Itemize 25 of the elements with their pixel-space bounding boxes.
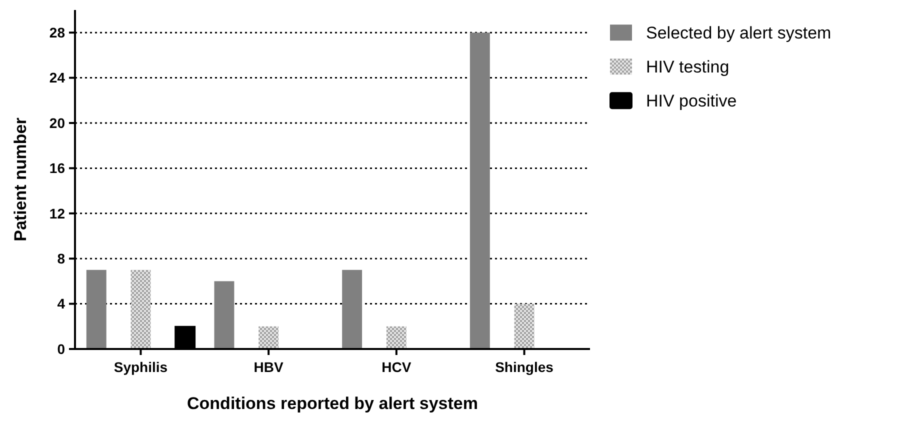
legend-label: Selected by alert system xyxy=(646,24,832,43)
y-axis-title: Patient number xyxy=(11,117,30,242)
y-tick-label: 8 xyxy=(57,250,66,266)
bar xyxy=(214,281,234,349)
bar xyxy=(386,326,406,349)
x-tick-label: Shingles xyxy=(495,359,554,375)
x-tick-label: HBV xyxy=(254,359,284,375)
bar xyxy=(86,270,106,349)
y-tick-label: 12 xyxy=(49,205,66,222)
legend-label: HIV testing xyxy=(646,58,730,77)
bar xyxy=(514,304,534,349)
legend-label: HIV positive xyxy=(646,92,737,111)
bar xyxy=(258,326,279,349)
y-tick-label: 4 xyxy=(57,296,66,312)
x-axis-title: Conditions reported by alert system xyxy=(187,394,478,413)
x-tick-label: HCV xyxy=(382,359,412,375)
x-tick-label: Syphilis xyxy=(114,359,168,375)
y-tick-label: 24 xyxy=(49,70,66,86)
y-tick-label: 16 xyxy=(49,160,66,176)
y-tick-label: 0 xyxy=(57,340,66,357)
y-tick-label: 20 xyxy=(49,114,66,131)
bar xyxy=(130,270,151,349)
bar xyxy=(470,32,490,349)
y-tick-label: 28 xyxy=(49,24,66,40)
bar xyxy=(342,270,362,349)
